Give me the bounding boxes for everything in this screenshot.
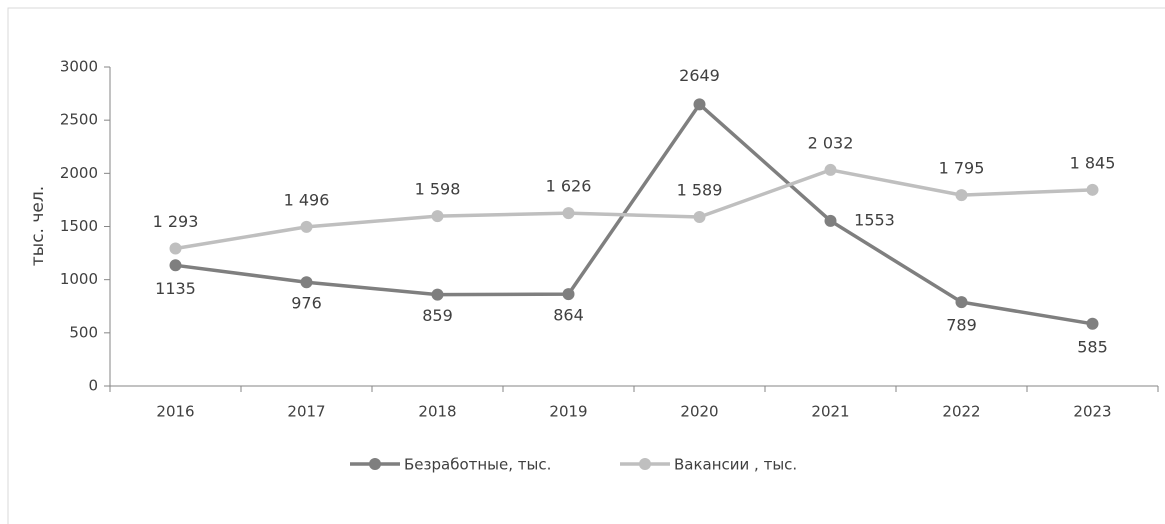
x-tick-label: 2016: [156, 403, 194, 421]
data-label: 1 293: [153, 212, 199, 231]
series-line: [175, 168, 1093, 251]
legend-marker: [369, 458, 381, 470]
point: [955, 189, 968, 202]
data-label: 864: [553, 306, 584, 325]
data-label: 1 598: [415, 180, 461, 199]
x-tick-label: 2022: [942, 403, 980, 421]
data-label: 1 845: [1070, 153, 1116, 172]
x-tick-label: 2018: [418, 403, 456, 421]
chart-frame: [7, 7, 1165, 524]
series-line: [175, 101, 1093, 326]
data-label: 976: [291, 294, 322, 313]
point: [1086, 317, 1099, 330]
point: [955, 296, 968, 309]
data-label: 1 626: [546, 177, 592, 196]
point: [169, 242, 182, 255]
y-tick-label: 500: [69, 323, 98, 341]
y-tick-label: 2000: [60, 164, 98, 182]
data-label: 1 795: [939, 159, 985, 178]
data-label: 2649: [679, 66, 720, 85]
x-tick-label: 2019: [549, 403, 587, 421]
data-label: 1 496: [284, 190, 330, 209]
point: [693, 211, 706, 224]
point: [824, 163, 837, 176]
y-axis-label: тыс. чел.: [28, 186, 48, 266]
y-tick-label: 0: [88, 377, 98, 395]
x-tick-label: 2023: [1073, 403, 1111, 421]
point: [562, 288, 575, 301]
point: [431, 288, 444, 301]
data-label: 2 032: [808, 133, 854, 152]
x-tick-label: 2020: [680, 403, 718, 421]
point: [300, 276, 313, 289]
data-label: 1553: [854, 210, 895, 229]
point: [431, 210, 444, 223]
x-tick-label: 2021: [811, 403, 849, 421]
y-tick-label: 3000: [60, 58, 98, 76]
y-tick-label: 1000: [60, 270, 98, 288]
x-tick-label: 2017: [287, 403, 325, 421]
point: [693, 98, 706, 111]
data-label: 585: [1077, 337, 1108, 356]
data-label: 789: [946, 316, 977, 335]
legend-label: Вакансии , тыс.: [674, 456, 797, 474]
point: [169, 259, 182, 272]
data-label: 1 589: [677, 181, 723, 200]
y-tick-label: 2500: [60, 111, 98, 129]
point: [562, 207, 575, 220]
data-label: 1135: [155, 279, 196, 298]
point: [1086, 183, 1099, 196]
legend-label: Безработные, тыс.: [404, 456, 551, 474]
legend-marker: [639, 458, 651, 470]
point: [300, 220, 313, 233]
data-label: 859: [422, 306, 453, 325]
point: [824, 214, 837, 227]
y-tick-label: 1500: [60, 217, 98, 235]
